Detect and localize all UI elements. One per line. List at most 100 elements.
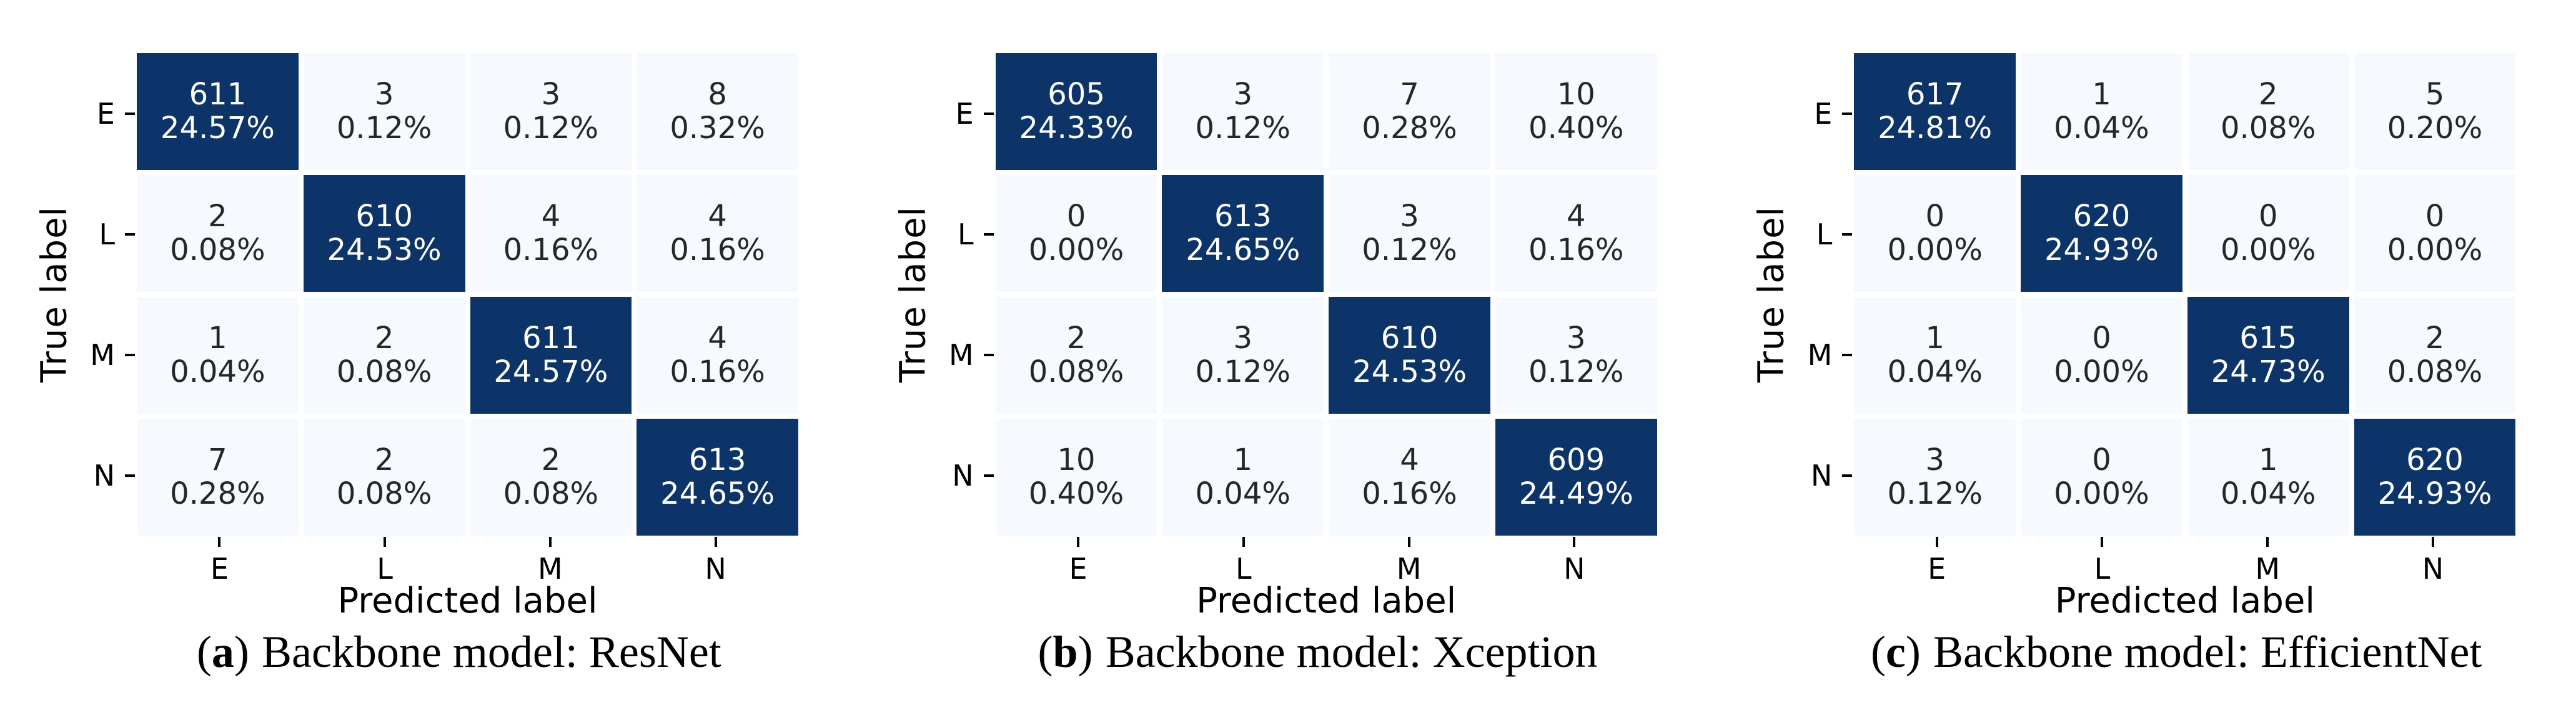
x-tick-M: M	[468, 536, 633, 583]
matrix-cell-M-L: 0 0.00%	[2021, 297, 2182, 414]
caption-paren: (	[1870, 627, 1886, 677]
cell-percent: 0.16%	[1528, 232, 1624, 268]
y-tick-label: E	[96, 96, 115, 131]
x-tick-N: N	[2351, 536, 2516, 583]
x-tick-L: L	[302, 536, 468, 583]
cell-percent: 0.12%	[1887, 476, 1983, 511]
y-tick-L: L	[0, 174, 137, 294]
cell-percent: 0.00%	[1028, 232, 1124, 268]
x-tick-mark	[2101, 537, 2104, 547]
cell-count: 1	[208, 320, 227, 356]
x-tick-E: E	[996, 536, 1161, 583]
cell-percent: 24.81%	[1878, 110, 1993, 146]
y-tick-E: E	[1717, 53, 1854, 174]
matrix-cell-M-N: 4 0.16%	[637, 297, 798, 414]
cell-percent: 0.00%	[2054, 476, 2149, 511]
cell-count: 3	[541, 76, 561, 112]
y-tick-L: L	[1717, 174, 1854, 294]
matrix-cell-N-L: 2 0.08%	[303, 419, 465, 536]
cell-count: 7	[208, 442, 227, 478]
cell-percent: 24.93%	[2044, 232, 2159, 268]
caption-title: Backbone model: EfficientNet	[1933, 627, 2482, 677]
y-tick-label: M	[1807, 338, 1833, 372]
y-tick-labels: E L M N	[0, 53, 137, 536]
cell-percent: 0.00%	[2220, 232, 2316, 268]
cell-count: 1	[2258, 442, 2278, 478]
cell-percent: 0.12%	[503, 110, 599, 146]
cell-count: 10	[1057, 442, 1096, 478]
caption-paren: (	[1038, 627, 1053, 677]
y-tick-mark	[1842, 232, 1853, 236]
x-tick-N: N	[633, 536, 798, 583]
cell-percent: 24.93%	[2377, 476, 2492, 511]
cell-count: 0	[2092, 442, 2111, 478]
y-tick-label: N	[952, 458, 974, 492]
cell-percent: 0.12%	[1528, 354, 1624, 389]
caption-paren: )	[1905, 627, 1921, 677]
cell-count: 0	[2258, 198, 2278, 234]
cell-count: 609	[1547, 442, 1605, 478]
cell-count: 2	[2258, 76, 2278, 112]
x-tick-label: E	[1928, 552, 1946, 586]
x-tick-label: N	[1563, 552, 1585, 586]
cell-percent: 24.65%	[1186, 232, 1300, 268]
caption-letter: a	[211, 627, 234, 677]
cell-count: 611	[189, 76, 247, 112]
cell-percent: 0.08%	[336, 354, 432, 389]
cell-count: 3	[1567, 320, 1586, 356]
y-tick-mark	[125, 112, 135, 115]
cell-count: 615	[2239, 320, 2297, 356]
x-tick-mark	[1407, 537, 1410, 547]
cell-percent: 0.00%	[2387, 232, 2483, 268]
y-tick-mark	[983, 232, 994, 236]
cell-count: 2	[208, 198, 227, 234]
cell-percent: 0.12%	[1362, 232, 1457, 268]
y-tick-label: M	[948, 338, 974, 372]
y-tick-label: M	[90, 338, 115, 372]
matrix-cell-L-E: 2 0.08%	[137, 175, 299, 292]
cell-count: 620	[2073, 198, 2131, 234]
matrix-cell-N-N: 620 24.93%	[2354, 419, 2516, 536]
cell-count: 610	[1380, 320, 1439, 356]
cell-count: 613	[1214, 198, 1272, 234]
y-tick-M: M	[1717, 294, 1854, 415]
matrix-cell-N-N: 609 24.49%	[1495, 419, 1657, 536]
y-tick-E: E	[0, 53, 137, 174]
y-tick-mark	[1842, 353, 1853, 356]
x-tick-N: N	[1492, 536, 1657, 583]
matrix-cell-N-L: 1 0.04%	[1162, 419, 1324, 536]
y-tick-N: N	[1717, 415, 1854, 536]
cell-percent: 0.04%	[170, 354, 265, 389]
matrix-cell-E-N: 10 0.40%	[1495, 53, 1657, 170]
cell-percent: 24.33%	[1019, 110, 1134, 146]
cell-count: 4	[1567, 198, 1586, 234]
matrix-cell-E-N: 5 0.20%	[2354, 53, 2516, 170]
panel-caption: (a) Backbone model: ResNet	[59, 625, 859, 679]
heatmap-grid: 611 24.57% 3 0.12% 3 0.12% 8 0.32% 2 0.08% 610 24.5…	[137, 53, 798, 536]
cell-percent: 0.16%	[1362, 476, 1457, 511]
matrix-cell-M-M: 611 24.57%	[470, 297, 632, 414]
y-tick-mark	[125, 474, 135, 477]
matrix-cell-E-E: 617 24.81%	[1854, 53, 2016, 170]
cell-count: 1	[1233, 442, 1253, 478]
matrix-cell-M-N: 3 0.12%	[1495, 297, 1657, 414]
x-tick-label: N	[2422, 552, 2444, 586]
cell-count: 2	[1066, 320, 1086, 356]
x-tick-E: E	[137, 536, 302, 583]
caption-paren: )	[234, 627, 249, 677]
caption-title: Backbone model: Xception	[1105, 627, 1598, 677]
cell-count: 613	[688, 442, 746, 478]
cell-percent: 0.20%	[2387, 110, 2483, 146]
matrix-cell-M-N: 2 0.08%	[2354, 297, 2516, 414]
panel-caption: (c) Backbone model: EfficientNet	[1776, 625, 2576, 679]
x-tick-mark	[384, 537, 387, 547]
matrix-cell-L-M: 3 0.12%	[1329, 175, 1490, 292]
matrix-cell-L-N: 4 0.16%	[637, 175, 798, 292]
y-tick-label: N	[1810, 458, 1833, 492]
matrix-cell-L-M: 4 0.16%	[470, 175, 632, 292]
matrix-cell-E-E: 605 24.33%	[995, 53, 1157, 170]
cell-count: 611	[522, 320, 580, 356]
cell-count: 4	[1400, 442, 1419, 478]
